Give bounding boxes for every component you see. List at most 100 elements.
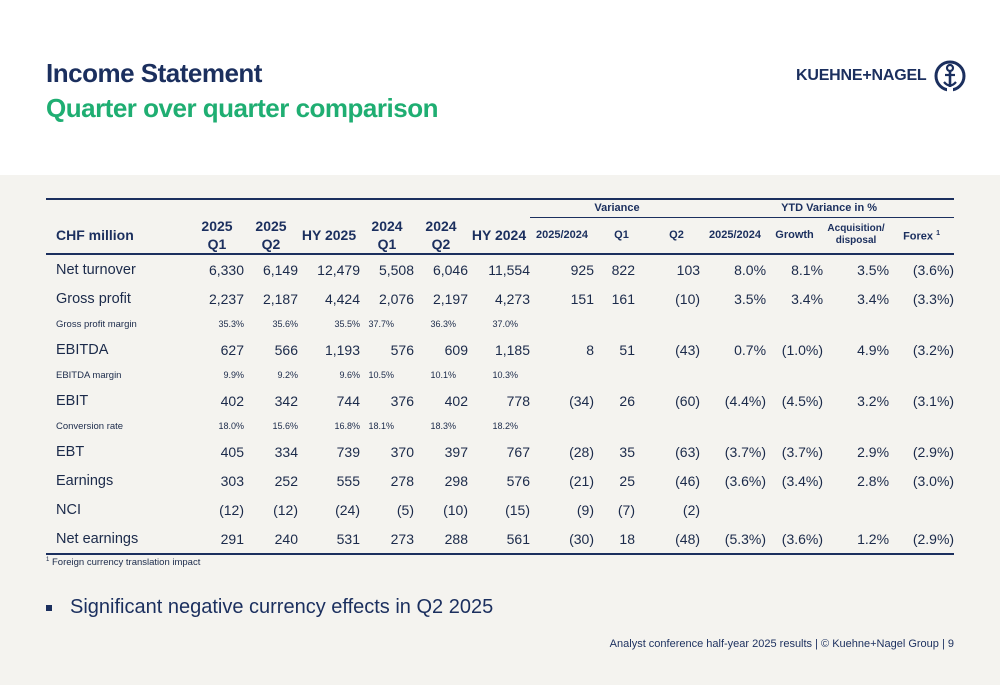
table-cell: 0.7% <box>734 341 767 358</box>
column-header-line1: Q1 <box>614 229 629 242</box>
table-cell: (15) <box>505 501 530 518</box>
table-cell: 561 <box>468 524 530 555</box>
table-cell <box>889 415 954 437</box>
row-label: NCI <box>56 501 81 518</box>
table-cell: (10) <box>443 501 468 518</box>
table-cell: 4,273 <box>494 290 530 307</box>
table-cell: 627 <box>220 341 244 358</box>
table-cell: 10.1% <box>430 370 456 380</box>
table-cell: (1.0%) <box>781 341 824 358</box>
column-header-line2: Q2 <box>431 236 451 252</box>
table-cell: 11,554 <box>488 261 530 278</box>
table-cell: (9) <box>576 501 594 518</box>
table-row: Net earnings 291 240 531 273 288 561 (30) 18 (48)… <box>46 524 955 555</box>
table-cell: 16.8% <box>334 421 360 431</box>
table-cell: 18.3% <box>430 421 456 431</box>
ytd-variance-group-header: YTD Variance in % <box>704 198 955 218</box>
column-header: HY 2024 <box>468 217 530 255</box>
table-cell: 9.2% <box>277 370 298 380</box>
table-cell: 3.4% <box>857 290 890 307</box>
row-label: Net earnings <box>46 524 190 555</box>
column-header: 2025 Q2 <box>244 217 298 255</box>
column-header-row: CHF million 2025 Q1 2025 Q2 HY 2025 2024 Q1 202… <box>46 217 955 255</box>
table-cell: 18.1% <box>368 421 394 431</box>
bullet-point: Significant negative currency effects in… <box>46 596 493 619</box>
table-cell: 3.4% <box>791 290 824 307</box>
table-cell: 778 <box>506 392 530 409</box>
table-row: Gross profit 2,237 2,187 4,424 2,076 2,197 4,2… <box>46 284 954 313</box>
column-header-line2: Q2 <box>261 236 281 252</box>
column-header-line1: 2024 <box>371 218 403 234</box>
column-header-line1: 2025 <box>201 218 233 234</box>
table-cell: (3.6%) <box>912 261 955 278</box>
table-row: NCI (12) (12) (24) (5) (10) (15) (9) (7) (2) <box>46 495 954 524</box>
bullet-square-icon <box>46 604 52 611</box>
table-cell: 2.8% <box>857 472 890 489</box>
table-cell: 10.3% <box>492 370 518 380</box>
table-cell: 4.9% <box>857 341 890 358</box>
table-cell <box>823 495 889 524</box>
column-header: Q2 <box>649 217 705 255</box>
table-cell: 4,424 <box>324 290 360 307</box>
table-cell: (12) <box>219 501 244 518</box>
anchor-logo-icon <box>934 60 966 94</box>
column-header-line1: 2025/2024 <box>709 229 762 242</box>
column-header: 2024 Q1 <box>360 217 414 255</box>
column-header-line1: Forex <box>903 230 934 243</box>
row-label: EBIT <box>56 392 89 409</box>
column-header: Q1 <box>594 217 649 255</box>
table-cell: 1.2% <box>823 524 890 555</box>
table-cell: 405 <box>220 443 244 460</box>
table-cell <box>766 415 823 437</box>
bullet-text: Significant negative currency effects in… <box>70 596 494 618</box>
table-cell <box>530 364 594 386</box>
table-cell: 609 <box>444 341 468 358</box>
column-header-line2: disposal <box>835 235 877 247</box>
table-cell: 10.5% <box>368 370 394 380</box>
table-cell: 37.7% <box>368 319 394 329</box>
table-cell: 6,149 <box>262 261 298 278</box>
column-header: Acquisition/disposal <box>823 217 890 255</box>
table-cell: 303 <box>220 472 244 489</box>
table-cell: 3.5% <box>734 290 767 307</box>
table-row: EBITDA 627 566 1,193 576 609 1,185 8 51 (43) 0.7% (… <box>46 335 954 364</box>
column-header: 2025/2024 <box>704 217 767 255</box>
table-cell <box>594 364 649 386</box>
table-cell <box>766 364 823 386</box>
table-cell: (3.4%) <box>781 472 824 489</box>
column-header: HY 2025 <box>298 217 360 255</box>
table-row: EBIT 402 342 744 376 402 778 (34) 26 (60) (4.4%) (4… <box>46 386 954 415</box>
column-header: Forex 1 <box>889 217 955 255</box>
table-cell <box>649 313 704 335</box>
column-header: 2025/2024 <box>530 217 594 255</box>
table-cell: 822 <box>611 261 635 278</box>
column-header-line1: HY 2024 <box>471 227 527 243</box>
table-cell: (34) <box>569 392 594 409</box>
table-row: Conversion rate 18.0% 15.6% 16.8% 18.1% 18.3%… <box>46 415 954 437</box>
column-header-line1: HY 2025 <box>301 227 357 243</box>
table-row: EBITDA margin 9.9% 9.2% 9.6% 10.5% 10.1% 10.3% <box>46 364 954 386</box>
column-header-line1: Q2 <box>669 229 684 242</box>
footnote-text: Foreign currency translation impact <box>51 557 201 569</box>
table-cell: 161 <box>611 290 635 307</box>
table-cell: (4.4%) <box>724 392 767 409</box>
table-cell <box>823 313 889 335</box>
column-header: 2025 Q1 <box>190 217 244 255</box>
column-header: 2024 Q2 <box>414 217 468 255</box>
table-cell <box>704 313 766 335</box>
table-cell: (3.7%) <box>724 443 767 460</box>
company-logo: KUEHNE+NAGEL <box>796 58 967 94</box>
table-cell: 36.3% <box>430 319 456 329</box>
column-header-line2: Q1 <box>377 236 397 252</box>
group-header-row: Variance YTD Variance in % <box>46 198 955 218</box>
table-cell: (3.7%) <box>781 443 824 460</box>
row-label: Net turnover <box>56 261 136 278</box>
table-cell: 8.1% <box>791 261 824 278</box>
table-body: Net turnover 6,330 6,149 12,479 5,508 6,046 11… <box>46 254 955 555</box>
column-header-line1: Acquisition/ <box>827 223 885 235</box>
table-cell: 273 <box>360 524 414 555</box>
table-cell: 252 <box>274 472 298 489</box>
table-cell: 8.0% <box>734 261 767 278</box>
row-label: Gross profit margin <box>56 318 137 330</box>
table-cell: 18 <box>594 524 649 555</box>
